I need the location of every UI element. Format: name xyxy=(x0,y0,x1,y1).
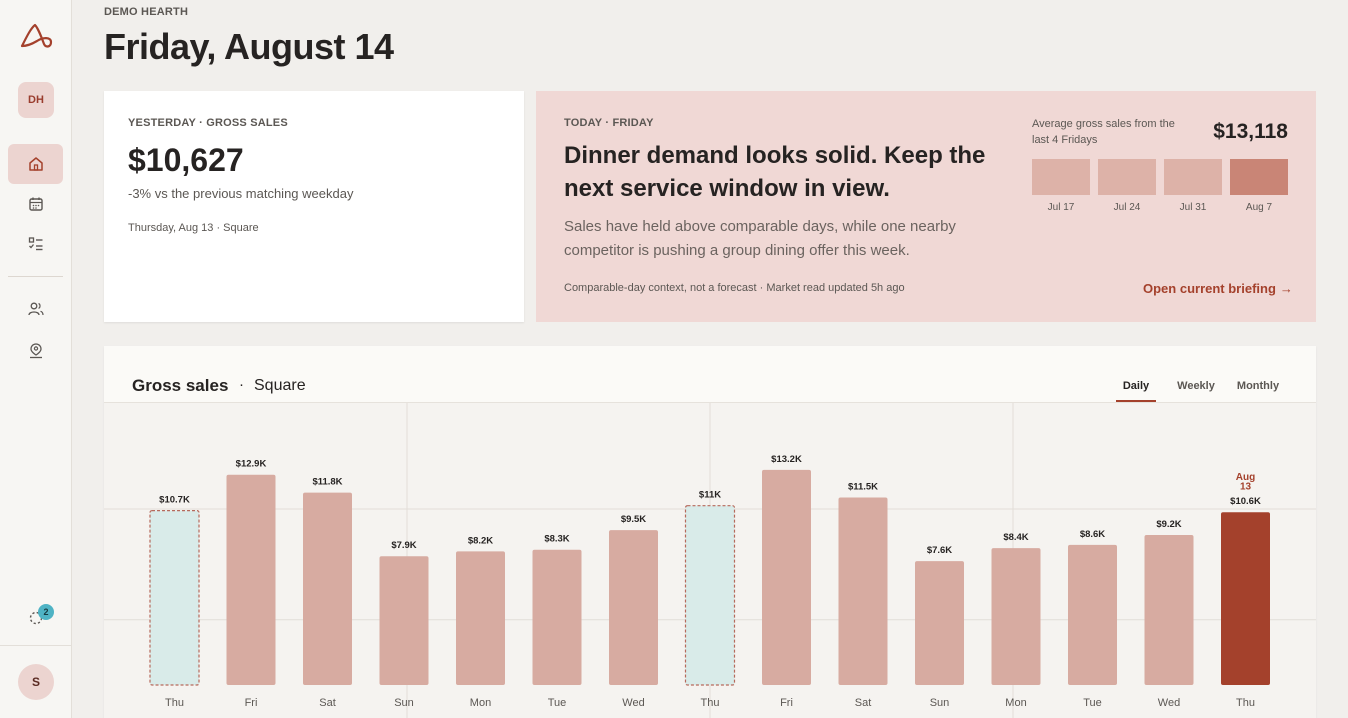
nav-locations[interactable] xyxy=(8,331,63,371)
today-briefing-card: TODAY · FRIDAY Dinner demand looks solid… xyxy=(536,91,1316,322)
bar xyxy=(1144,535,1194,685)
bar xyxy=(379,556,429,685)
nav-team[interactable] xyxy=(8,289,63,329)
mini-bar xyxy=(1230,159,1288,195)
yesterday-sales-card: YESTERDAY · GROSS SALES $10,627 -3% vs t… xyxy=(104,91,524,322)
mini-bar xyxy=(1098,159,1156,195)
bar xyxy=(838,497,888,685)
bar-value-label: $8.2K xyxy=(468,535,493,546)
bar-value-label: $7.6K xyxy=(927,545,952,556)
yesterday-eyebrow: YESTERDAY · GROSS SALES xyxy=(128,117,288,129)
x-tick-label: Sat xyxy=(855,697,872,709)
x-tick-label: Thu xyxy=(1236,697,1255,709)
nav-home[interactable] xyxy=(8,144,63,184)
bar-value-label: $10.7K xyxy=(159,495,190,506)
checklist-icon xyxy=(28,237,42,251)
nav-calendar[interactable] xyxy=(8,184,63,224)
home-icon xyxy=(28,157,43,171)
x-tick-label: Thu xyxy=(165,697,184,709)
bar-value-label: $11.5K xyxy=(848,482,878,493)
x-tick-label: Wed xyxy=(622,697,644,709)
yesterday-source: Thursday, Aug 13 · Square xyxy=(128,222,259,234)
x-tick-label: Mon xyxy=(470,697,491,709)
arrow-right-icon: → xyxy=(1279,281,1293,296)
bar-value-label: $8.4K xyxy=(1003,532,1028,543)
bar-value-label: $8.6K xyxy=(1080,529,1105,540)
sidebar-bottom-divider xyxy=(0,645,72,646)
bar-value-label: $11.8K xyxy=(312,477,342,488)
active-tab-indicator xyxy=(1116,400,1156,402)
today-headline: Dinner demand looks solid. Keep the next… xyxy=(564,142,986,202)
sidebar-divider xyxy=(8,276,63,277)
tab-weekly[interactable]: Weekly xyxy=(1177,380,1215,392)
highlight-date-label: Aug xyxy=(1236,472,1255,483)
bar xyxy=(226,474,276,685)
bar-value-label: $12.9K xyxy=(236,459,267,470)
today-context-note: Comparable-day context, not a forecast ·… xyxy=(564,282,905,294)
x-tick-label: Tue xyxy=(1083,697,1102,709)
bar-comparison xyxy=(684,505,736,686)
average-label: Average gross sales from the last 4 Frid… xyxy=(1032,118,1175,146)
bar-value-label: $11K xyxy=(699,490,721,501)
open-briefing-label: Open current briefing xyxy=(1143,281,1276,296)
x-tick-label: Mon xyxy=(1005,697,1026,709)
page-title: Friday, August 14 xyxy=(104,26,394,67)
bar xyxy=(1068,544,1117,685)
nav-tasks[interactable] xyxy=(8,224,63,264)
bar xyxy=(532,549,582,685)
workspace-badge[interactable]: DH xyxy=(18,82,54,118)
x-tick-label: Fri xyxy=(245,697,258,709)
mini-bar-label: Jul 17 xyxy=(1047,202,1075,213)
today-body: Sales have held above comparable days, w… xyxy=(564,218,956,259)
chart-plot-area: $10.7K Thu $12.9K Fri $11.8K Sat $7.9K Sun $8.2K… xyxy=(104,402,1316,718)
bar-value-label: $10.6K xyxy=(1230,496,1261,507)
bar xyxy=(915,561,964,685)
bar-highlight xyxy=(1221,512,1270,685)
location-person-icon xyxy=(29,343,42,359)
tab-daily[interactable]: Daily xyxy=(1122,380,1150,392)
mini-bar-label: Jul 24 xyxy=(1113,202,1141,213)
average-value: $13,118 xyxy=(1213,120,1288,143)
bar-value-label: $13.2K xyxy=(771,454,802,465)
gross-sales-bar-chart: $10.7K Thu $12.9K Fri $11.8K Sat $7.9K Sun $8.2K… xyxy=(104,403,1316,718)
bar-value-label: $8.3K xyxy=(544,534,569,545)
chart-source: Square xyxy=(254,377,306,394)
bar-value-label: $9.5K xyxy=(621,514,646,525)
gross-sales-chart-card: Gross sales · Square Daily Weekly Monthl… xyxy=(104,346,1316,718)
x-tick-label: Fri xyxy=(780,697,793,709)
x-tick-label: Tue xyxy=(548,697,567,709)
x-tick-label: Thu xyxy=(701,697,720,709)
bar-comparison xyxy=(149,509,200,686)
mini-bar xyxy=(1164,159,1222,195)
bar-value-label: $7.9K xyxy=(391,540,416,551)
user-avatar[interactable]: S xyxy=(18,664,54,700)
x-tick-label: Sun xyxy=(394,697,414,709)
bar-value-label: $9.2K xyxy=(1156,519,1181,530)
sidebar: DH 2 S xyxy=(0,0,72,718)
open-briefing-link[interactable]: Open current briefing → xyxy=(1143,281,1293,296)
x-tick-label: Sat xyxy=(319,697,336,709)
chart-title-separator: · xyxy=(239,376,244,393)
mini-bar-label: Jul 31 xyxy=(1179,202,1207,213)
x-tick-label: Wed xyxy=(1158,697,1180,709)
x-tick-label: Sun xyxy=(930,697,950,709)
notification-count-badge: 2 xyxy=(38,604,54,620)
tab-monthly[interactable]: Monthly xyxy=(1236,380,1280,392)
yesterday-delta: -3% vs the previous matching weekday xyxy=(128,186,354,201)
org-name: DEMO HEARTH xyxy=(104,6,189,18)
mini-bar-label: Aug 7 xyxy=(1245,202,1273,213)
bar xyxy=(456,551,505,685)
calendar-icon xyxy=(28,197,43,211)
yesterday-amount: $10,627 xyxy=(128,142,244,178)
app-logo-icon[interactable] xyxy=(19,22,53,50)
users-icon xyxy=(27,302,44,316)
bar xyxy=(762,469,811,685)
mini-bar xyxy=(1032,159,1090,195)
bar xyxy=(609,530,658,685)
bar xyxy=(303,492,352,685)
chart-title: Gross sales xyxy=(132,376,229,395)
highlight-date-label: 13 xyxy=(1240,482,1252,493)
today-eyebrow: TODAY · FRIDAY xyxy=(564,117,654,129)
bar xyxy=(991,548,1041,685)
